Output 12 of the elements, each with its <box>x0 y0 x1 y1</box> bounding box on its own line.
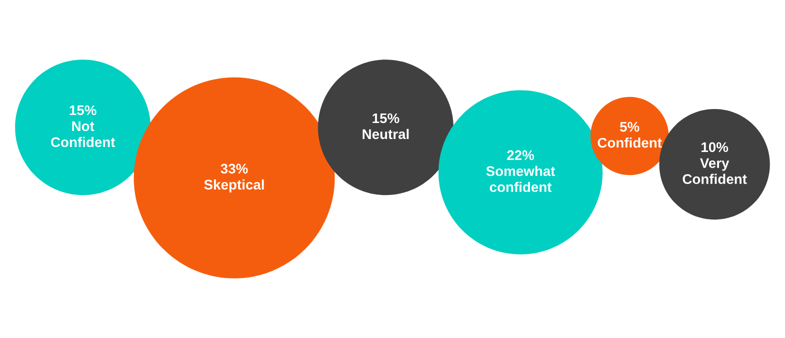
data-label: 5% <box>620 122 640 132</box>
category-label: Skeptical <box>204 179 264 192</box>
data-label: 22% <box>507 150 534 160</box>
category-label: Confident <box>598 137 662 148</box>
category-label: Not Confident <box>51 121 116 148</box>
data-label: 33% <box>220 164 248 174</box>
data-label: 15% <box>372 113 400 124</box>
data-label: 15% <box>70 105 96 116</box>
category-label: Somewhat confident <box>486 166 556 192</box>
category-label: Neutral <box>362 128 409 140</box>
category-label: Very Confident <box>682 158 747 184</box>
data-label: 10% <box>702 142 728 152</box>
